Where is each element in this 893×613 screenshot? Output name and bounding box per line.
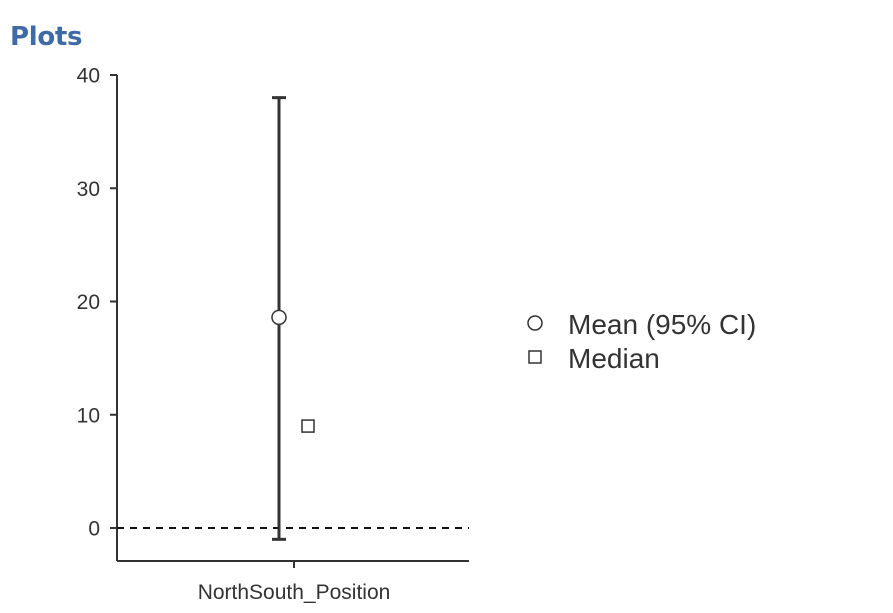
plot-marks — [271, 96, 315, 541]
x-tick-label: NorthSouth_Position — [198, 581, 391, 604]
legend: Mean (95% CI)Median — [527, 309, 756, 374]
mean-point — [271, 309, 287, 326]
y-axis: 0 10 20 30 40 — [77, 65, 118, 561]
y-tick-label: 30 — [77, 178, 100, 201]
legend-square-icon — [528, 350, 542, 364]
section-title: Plots — [10, 22, 83, 52]
median-point — [301, 419, 315, 433]
x-axis: NorthSouth_Position — [117, 560, 469, 604]
legend-label: Median — [568, 343, 660, 374]
legend-circle-icon — [527, 315, 543, 331]
y-tick-label: 40 — [77, 65, 100, 88]
y-tick-label: 10 — [77, 404, 100, 427]
y-tick-label: 20 — [77, 291, 100, 314]
y-tick-label: 0 — [88, 518, 100, 541]
legend-label: Mean (95% CI) — [568, 309, 756, 340]
